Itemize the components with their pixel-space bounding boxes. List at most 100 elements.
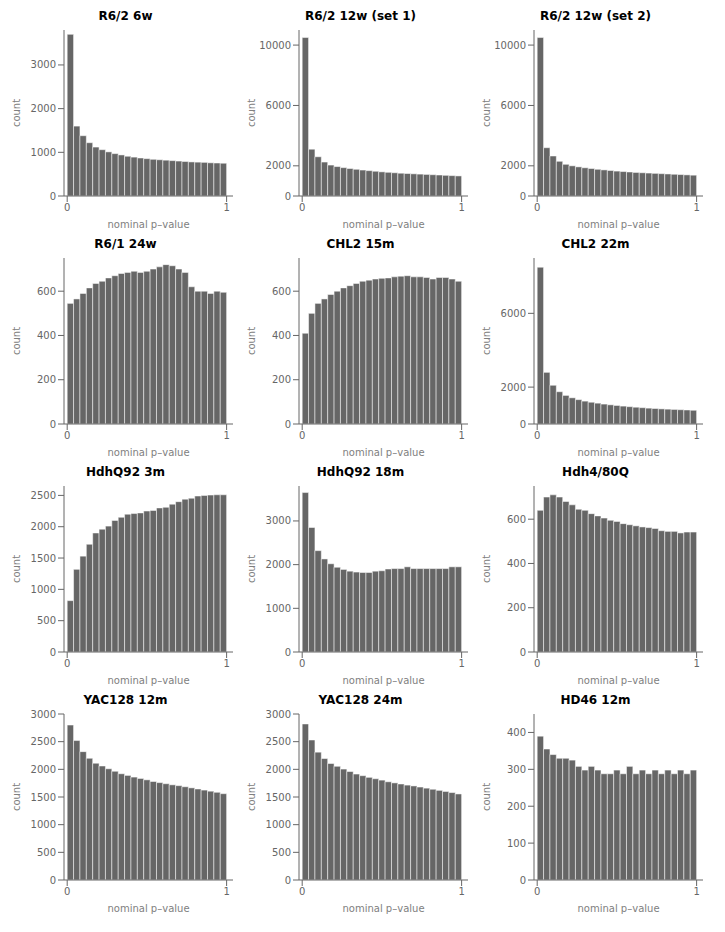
svg-text:2000: 2000 xyxy=(31,103,56,114)
svg-text:0: 0 xyxy=(50,191,56,202)
svg-text:2000: 2000 xyxy=(31,764,56,775)
svg-text:count: count xyxy=(246,783,257,811)
svg-text:count: count xyxy=(481,783,492,811)
svg-text:nominal p–value: nominal p–value xyxy=(107,447,189,458)
svg-text:count: count xyxy=(246,555,257,583)
svg-text:2500: 2500 xyxy=(31,490,56,501)
svg-text:1000: 1000 xyxy=(266,819,291,830)
svg-text:2500: 2500 xyxy=(266,736,291,747)
svg-text:0: 0 xyxy=(534,202,540,213)
svg-text:6000: 6000 xyxy=(501,100,526,111)
svg-text:1: 1 xyxy=(693,886,699,897)
svg-text:1: 1 xyxy=(693,658,699,669)
svg-text:0: 0 xyxy=(285,875,291,886)
svg-text:200: 200 xyxy=(507,801,526,812)
svg-text:0: 0 xyxy=(520,647,526,658)
svg-text:100: 100 xyxy=(507,838,526,849)
svg-text:1500: 1500 xyxy=(266,792,291,803)
svg-text:0: 0 xyxy=(50,419,56,430)
svg-text:10000: 10000 xyxy=(259,40,291,51)
svg-text:200: 200 xyxy=(37,374,56,385)
svg-text:6000: 6000 xyxy=(266,100,291,111)
svg-text:2000: 2000 xyxy=(501,382,526,393)
svg-text:1: 1 xyxy=(458,202,464,213)
svg-text:1: 1 xyxy=(693,202,699,213)
svg-text:2000: 2000 xyxy=(31,521,56,532)
svg-text:count: count xyxy=(481,327,492,355)
svg-text:nominal p–value: nominal p–value xyxy=(577,447,659,458)
svg-text:1: 1 xyxy=(458,430,464,441)
svg-text:1: 1 xyxy=(458,886,464,897)
svg-text:0: 0 xyxy=(64,658,70,669)
svg-text:500: 500 xyxy=(37,615,56,626)
svg-text:nominal p–value: nominal p–value xyxy=(107,219,189,230)
svg-text:0: 0 xyxy=(299,430,305,441)
svg-text:1: 1 xyxy=(693,430,699,441)
svg-text:3000: 3000 xyxy=(31,59,56,70)
svg-text:nominal p–value: nominal p–value xyxy=(107,903,189,914)
svg-text:count: count xyxy=(481,99,492,127)
svg-text:2500: 2500 xyxy=(31,736,56,747)
svg-text:0: 0 xyxy=(285,191,291,202)
svg-text:0: 0 xyxy=(299,202,305,213)
svg-text:0: 0 xyxy=(534,658,540,669)
svg-text:count: count xyxy=(246,99,257,127)
svg-text:1: 1 xyxy=(223,886,229,897)
svg-text:0: 0 xyxy=(520,191,526,202)
svg-text:600: 600 xyxy=(37,286,56,297)
svg-text:1: 1 xyxy=(458,658,464,669)
svg-text:0: 0 xyxy=(64,886,70,897)
svg-text:400: 400 xyxy=(507,558,526,569)
svg-text:500: 500 xyxy=(272,847,291,858)
svg-text:200: 200 xyxy=(507,602,526,613)
svg-text:nominal p–value: nominal p–value xyxy=(577,219,659,230)
svg-text:2000: 2000 xyxy=(501,160,526,171)
svg-text:1: 1 xyxy=(223,658,229,669)
svg-text:1000: 1000 xyxy=(31,147,56,158)
svg-text:400: 400 xyxy=(272,330,291,341)
svg-text:3000: 3000 xyxy=(266,709,291,720)
svg-text:300: 300 xyxy=(507,764,526,775)
svg-text:count: count xyxy=(11,327,22,355)
svg-text:count: count xyxy=(11,555,22,583)
svg-text:1500: 1500 xyxy=(31,792,56,803)
svg-text:0: 0 xyxy=(50,647,56,658)
svg-text:3000: 3000 xyxy=(266,515,291,526)
svg-text:10000: 10000 xyxy=(494,40,526,51)
svg-text:0: 0 xyxy=(299,886,305,897)
svg-text:count: count xyxy=(481,555,492,583)
svg-text:0: 0 xyxy=(520,875,526,886)
svg-text:400: 400 xyxy=(37,330,56,341)
svg-text:nominal p–value: nominal p–value xyxy=(342,447,424,458)
svg-text:nominal p–value: nominal p–value xyxy=(577,675,659,686)
svg-text:2000: 2000 xyxy=(266,559,291,570)
svg-text:600: 600 xyxy=(272,286,291,297)
svg-text:0: 0 xyxy=(534,886,540,897)
svg-text:200: 200 xyxy=(272,374,291,385)
svg-text:1: 1 xyxy=(223,202,229,213)
svg-text:0: 0 xyxy=(534,430,540,441)
svg-text:0: 0 xyxy=(285,419,291,430)
svg-text:500: 500 xyxy=(37,847,56,858)
svg-text:count: count xyxy=(246,327,257,355)
svg-text:600: 600 xyxy=(507,514,526,525)
svg-text:nominal p–value: nominal p–value xyxy=(577,903,659,914)
svg-text:400: 400 xyxy=(507,727,526,738)
svg-text:0: 0 xyxy=(50,875,56,886)
svg-text:3000: 3000 xyxy=(31,709,56,720)
svg-text:nominal p–value: nominal p–value xyxy=(342,675,424,686)
svg-text:nominal p–value: nominal p–value xyxy=(342,903,424,914)
svg-text:6000: 6000 xyxy=(501,308,526,319)
svg-text:0: 0 xyxy=(299,658,305,669)
svg-text:0: 0 xyxy=(285,647,291,658)
svg-text:0: 0 xyxy=(520,419,526,430)
svg-text:0: 0 xyxy=(64,202,70,213)
svg-text:1000: 1000 xyxy=(31,584,56,595)
svg-text:count: count xyxy=(11,783,22,811)
svg-text:nominal p–value: nominal p–value xyxy=(342,219,424,230)
svg-text:1000: 1000 xyxy=(266,603,291,614)
svg-text:nominal p–value: nominal p–value xyxy=(107,675,189,686)
svg-text:2000: 2000 xyxy=(266,764,291,775)
svg-text:count: count xyxy=(11,99,22,127)
svg-text:1: 1 xyxy=(223,430,229,441)
